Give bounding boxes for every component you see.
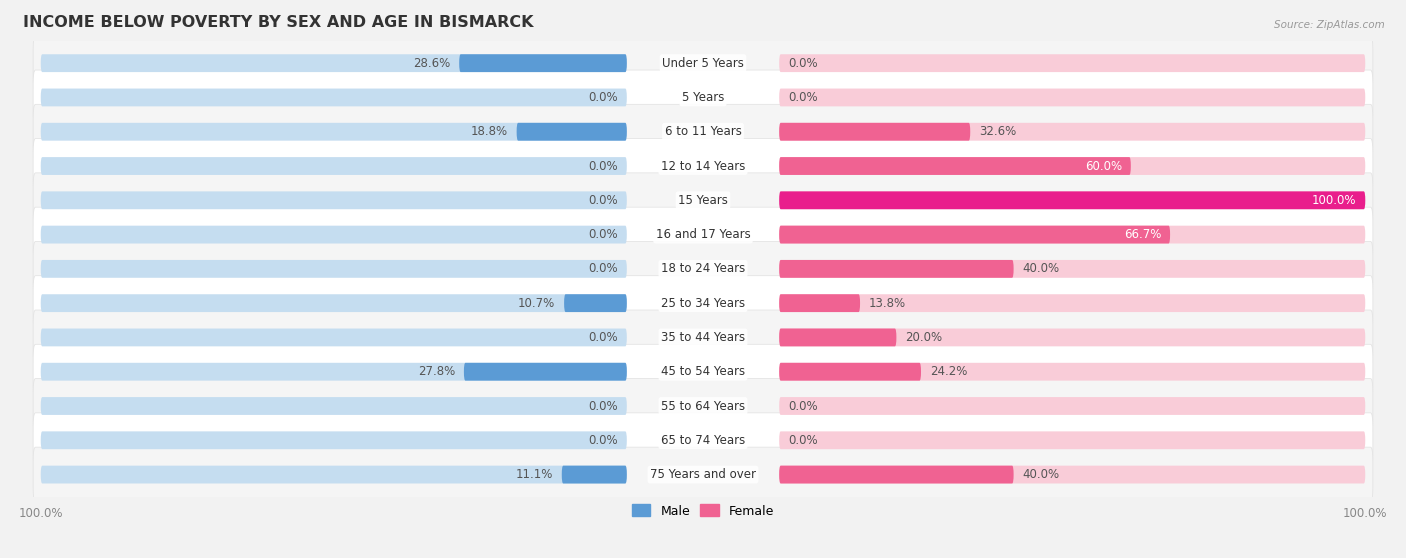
FancyBboxPatch shape bbox=[34, 36, 1372, 90]
FancyBboxPatch shape bbox=[779, 466, 1365, 483]
Text: 0.0%: 0.0% bbox=[588, 160, 619, 172]
Text: 18.8%: 18.8% bbox=[471, 125, 508, 138]
Text: 35 to 44 Years: 35 to 44 Years bbox=[661, 331, 745, 344]
FancyBboxPatch shape bbox=[460, 54, 627, 72]
FancyBboxPatch shape bbox=[41, 363, 627, 381]
FancyBboxPatch shape bbox=[464, 363, 627, 381]
FancyBboxPatch shape bbox=[516, 123, 627, 141]
FancyBboxPatch shape bbox=[34, 138, 1372, 194]
FancyBboxPatch shape bbox=[779, 54, 1365, 72]
FancyBboxPatch shape bbox=[779, 294, 1365, 312]
FancyBboxPatch shape bbox=[41, 260, 627, 278]
FancyBboxPatch shape bbox=[34, 104, 1372, 159]
FancyBboxPatch shape bbox=[779, 191, 1365, 209]
Text: 0.0%: 0.0% bbox=[588, 262, 619, 275]
Text: 40.0%: 40.0% bbox=[1022, 262, 1060, 275]
Text: 0.0%: 0.0% bbox=[787, 91, 818, 104]
Text: 55 to 64 Years: 55 to 64 Years bbox=[661, 400, 745, 412]
FancyBboxPatch shape bbox=[41, 225, 627, 243]
Text: 0.0%: 0.0% bbox=[787, 400, 818, 412]
FancyBboxPatch shape bbox=[779, 225, 1365, 243]
FancyBboxPatch shape bbox=[779, 329, 897, 347]
Text: 20.0%: 20.0% bbox=[905, 331, 942, 344]
FancyBboxPatch shape bbox=[779, 123, 1365, 141]
FancyBboxPatch shape bbox=[779, 363, 921, 381]
Text: 27.8%: 27.8% bbox=[418, 365, 456, 378]
FancyBboxPatch shape bbox=[41, 294, 627, 312]
Text: 28.6%: 28.6% bbox=[413, 57, 450, 70]
Text: 13.8%: 13.8% bbox=[869, 297, 905, 310]
FancyBboxPatch shape bbox=[34, 310, 1372, 365]
FancyBboxPatch shape bbox=[779, 294, 860, 312]
Text: 45 to 54 Years: 45 to 54 Years bbox=[661, 365, 745, 378]
Text: 25 to 34 Years: 25 to 34 Years bbox=[661, 297, 745, 310]
Text: 5 Years: 5 Years bbox=[682, 91, 724, 104]
FancyBboxPatch shape bbox=[34, 344, 1372, 399]
FancyBboxPatch shape bbox=[779, 191, 1365, 209]
Text: Under 5 Years: Under 5 Years bbox=[662, 57, 744, 70]
FancyBboxPatch shape bbox=[41, 466, 627, 483]
FancyBboxPatch shape bbox=[779, 89, 1365, 107]
Text: 60.0%: 60.0% bbox=[1085, 160, 1122, 172]
FancyBboxPatch shape bbox=[41, 89, 627, 107]
FancyBboxPatch shape bbox=[779, 123, 970, 141]
Text: 40.0%: 40.0% bbox=[1022, 468, 1060, 481]
FancyBboxPatch shape bbox=[34, 447, 1372, 502]
FancyBboxPatch shape bbox=[779, 157, 1365, 175]
FancyBboxPatch shape bbox=[41, 191, 627, 209]
FancyBboxPatch shape bbox=[779, 397, 1365, 415]
FancyBboxPatch shape bbox=[562, 466, 627, 483]
FancyBboxPatch shape bbox=[779, 329, 1365, 347]
Text: 0.0%: 0.0% bbox=[588, 194, 619, 207]
FancyBboxPatch shape bbox=[564, 294, 627, 312]
Text: 0.0%: 0.0% bbox=[588, 228, 619, 241]
FancyBboxPatch shape bbox=[779, 431, 1365, 449]
Text: 10.7%: 10.7% bbox=[517, 297, 555, 310]
Text: 24.2%: 24.2% bbox=[929, 365, 967, 378]
FancyBboxPatch shape bbox=[34, 413, 1372, 468]
FancyBboxPatch shape bbox=[41, 123, 627, 141]
Text: 32.6%: 32.6% bbox=[979, 125, 1017, 138]
Text: 0.0%: 0.0% bbox=[787, 434, 818, 447]
FancyBboxPatch shape bbox=[41, 157, 627, 175]
FancyBboxPatch shape bbox=[34, 276, 1372, 330]
FancyBboxPatch shape bbox=[779, 260, 1365, 278]
FancyBboxPatch shape bbox=[779, 157, 1130, 175]
FancyBboxPatch shape bbox=[34, 207, 1372, 262]
Text: 18 to 24 Years: 18 to 24 Years bbox=[661, 262, 745, 275]
FancyBboxPatch shape bbox=[779, 260, 1014, 278]
FancyBboxPatch shape bbox=[41, 431, 627, 449]
Text: 0.0%: 0.0% bbox=[588, 91, 619, 104]
FancyBboxPatch shape bbox=[779, 363, 1365, 381]
Text: 0.0%: 0.0% bbox=[588, 331, 619, 344]
Text: 66.7%: 66.7% bbox=[1123, 228, 1161, 241]
Text: 0.0%: 0.0% bbox=[588, 434, 619, 447]
FancyBboxPatch shape bbox=[41, 54, 627, 72]
Text: 75 Years and over: 75 Years and over bbox=[650, 468, 756, 481]
Text: 15 Years: 15 Years bbox=[678, 194, 728, 207]
Text: 16 and 17 Years: 16 and 17 Years bbox=[655, 228, 751, 241]
FancyBboxPatch shape bbox=[34, 173, 1372, 228]
Text: 100.0%: 100.0% bbox=[1312, 194, 1357, 207]
Text: 11.1%: 11.1% bbox=[516, 468, 553, 481]
Text: 0.0%: 0.0% bbox=[787, 57, 818, 70]
FancyBboxPatch shape bbox=[779, 466, 1014, 483]
FancyBboxPatch shape bbox=[34, 378, 1372, 434]
FancyBboxPatch shape bbox=[34, 70, 1372, 125]
Legend: Male, Female: Male, Female bbox=[627, 499, 779, 522]
FancyBboxPatch shape bbox=[41, 329, 627, 347]
Text: 12 to 14 Years: 12 to 14 Years bbox=[661, 160, 745, 172]
FancyBboxPatch shape bbox=[34, 242, 1372, 296]
Text: Source: ZipAtlas.com: Source: ZipAtlas.com bbox=[1274, 20, 1385, 30]
FancyBboxPatch shape bbox=[41, 397, 627, 415]
Text: 65 to 74 Years: 65 to 74 Years bbox=[661, 434, 745, 447]
Text: 6 to 11 Years: 6 to 11 Years bbox=[665, 125, 741, 138]
Text: INCOME BELOW POVERTY BY SEX AND AGE IN BISMARCK: INCOME BELOW POVERTY BY SEX AND AGE IN B… bbox=[22, 15, 534, 30]
Text: 0.0%: 0.0% bbox=[588, 400, 619, 412]
FancyBboxPatch shape bbox=[779, 225, 1170, 243]
